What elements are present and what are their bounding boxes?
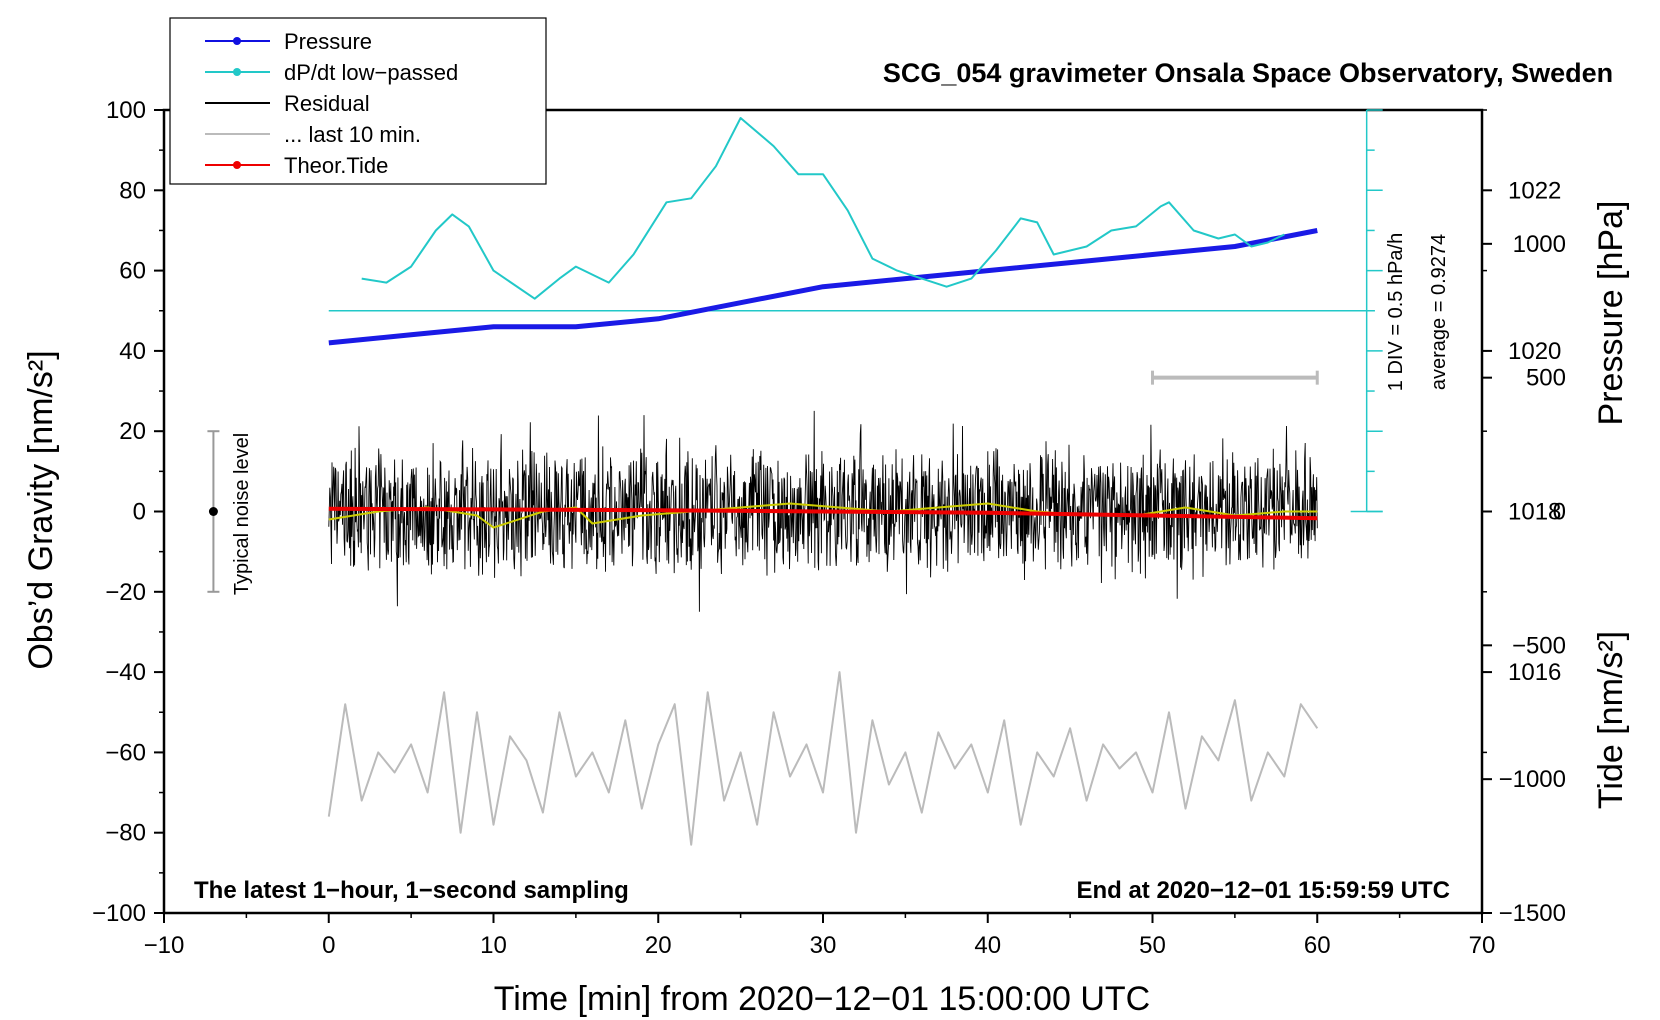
x-tick-label: 50 <box>1139 932 1166 959</box>
series-pressure <box>328 228 1318 346</box>
x-axis-title: Time [min] from 2020−12−01 15:00:00 UTC <box>494 980 1150 1018</box>
tide-tick-label: −1000 <box>1499 766 1566 793</box>
x-tick-label: 20 <box>645 932 672 959</box>
y-tick-label: 40 <box>119 338 146 365</box>
noise-level-dot <box>208 507 218 516</box>
x-tick-label: 70 <box>1469 932 1496 959</box>
axis-ticks: −10 0 10 20 30 40 50 60 70100806040200−20−40−60−… <box>92 97 1566 959</box>
y-tick-label: −100 <box>92 900 146 927</box>
legend-label: Residual <box>284 91 370 116</box>
dpdt-average-label: average = 0.9274 <box>1428 234 1450 390</box>
footer-left-label: The latest 1−hour, 1−second sampling <box>194 877 629 904</box>
y-axis-title-left: Obs’d Gravity [nm/s²] <box>22 350 60 669</box>
tide-tick-label: −500 <box>1512 632 1566 659</box>
y-tick-label: −60 <box>105 739 146 766</box>
legend-marker <box>233 37 241 45</box>
x-tick-label: 10 <box>480 932 507 959</box>
x-tick-label: 30 <box>810 932 837 959</box>
legend: Pressure dP/dt low−passed Residual ... last… <box>169 17 547 185</box>
y-tick-label: 0 <box>133 499 146 526</box>
dpdt-scale-bar <box>1350 109 1383 513</box>
tide-tick-label: 1000 <box>1513 231 1566 258</box>
footer-right-label: End at 2020−12−01 15:59:59 UTC <box>1076 877 1450 904</box>
legend-label: dP/dt low−passed <box>284 60 458 85</box>
series-last-10-min <box>327 671 1319 846</box>
x-tick-label: 60 <box>1304 932 1331 959</box>
y-tick-label: −80 <box>105 820 146 847</box>
chart-title: SCG_054 gravimeter Onsala Space Observat… <box>883 58 1613 88</box>
pressure-tick-label: 1020 <box>1508 338 1561 365</box>
dpdt-scale-label: 1 DIV = 0.5 hPa/h <box>1385 233 1407 391</box>
x-tick-label: −10 <box>144 932 185 959</box>
series-theor-tide <box>328 506 1318 521</box>
y-tick-label: −40 <box>105 659 146 686</box>
legend-label: Theor.Tide <box>284 153 388 178</box>
noise-level-marker <box>207 430 220 593</box>
series-layer <box>327 117 1375 846</box>
pressure-tick-label: 1022 <box>1508 177 1561 204</box>
x-tick-label: 40 <box>974 932 1001 959</box>
y-tick-label: 60 <box>119 258 146 285</box>
legend-label: Pressure <box>284 29 372 54</box>
y-tick-label: 100 <box>106 97 146 124</box>
legend-label: ... last 10 min. <box>284 122 421 147</box>
y-tick-label: −20 <box>105 579 146 606</box>
series-residual <box>328 410 1318 612</box>
x-tick-label: 0 <box>322 932 335 959</box>
tide-tick-label: −1500 <box>1499 900 1566 927</box>
tide-tick-label: 500 <box>1526 365 1566 392</box>
legend-marker <box>233 68 241 76</box>
noise-level-label: Typical noise level <box>231 433 253 595</box>
legend-marker <box>233 161 241 169</box>
series-dpdt <box>361 117 1285 300</box>
pressure-tick-label: 1018 <box>1508 499 1561 526</box>
y-tick-label: 20 <box>119 418 146 445</box>
y-tick-label: 80 <box>119 177 146 204</box>
y-axis-title-tide: Tide [nm/s²] <box>1592 631 1630 809</box>
tide-tick-label: 0 <box>1553 499 1566 526</box>
pressure-tick-label: 1016 <box>1508 659 1561 686</box>
series-residual-smoothed <box>328 502 1318 529</box>
y-axis-title-pressure: Pressure [hPa] <box>1592 201 1630 426</box>
